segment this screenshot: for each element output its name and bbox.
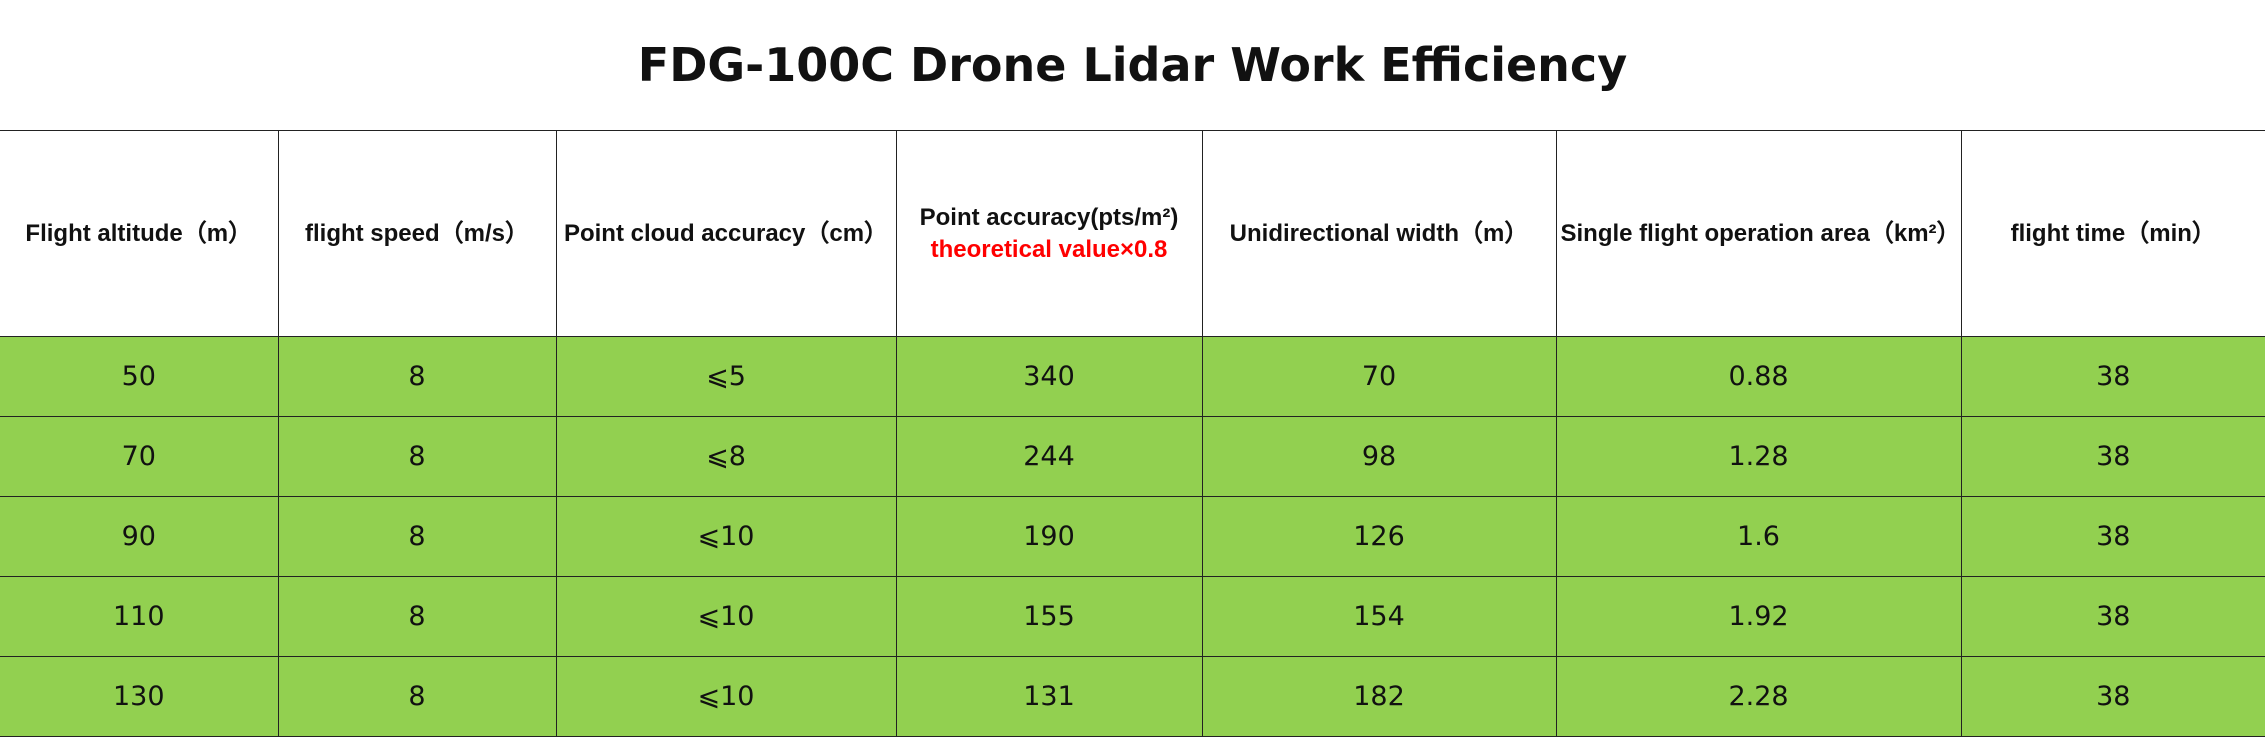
cell-flight-speed: 8 <box>277 496 557 577</box>
cell-unidirectional-width: 70 <box>1201 336 1557 417</box>
header-label: Point accuracy(pts/m²) <box>919 203 1179 231</box>
header-point-cloud-accuracy: Point cloud accuracy（cm） <box>555 130 897 337</box>
cell-point-cloud-accuracy: ⩽8 <box>555 416 897 497</box>
cell-operation-area: 0.88 <box>1555 336 1962 417</box>
cell-point-cloud-accuracy: ⩽10 <box>555 576 897 657</box>
header-note-theoretical-value: theoretical value×0.8 <box>930 235 1168 263</box>
header-label: Single flight operation area（km²） <box>1560 219 1961 247</box>
header-flight-altitude: Flight altitude（m） <box>0 130 279 337</box>
header-flight-speed: flight speed（m/s） <box>277 130 557 337</box>
cell-flight-time: 38 <box>1960 576 2265 657</box>
efficiency-table: Flight altitude（m） flight speed（m/s） Poi… <box>0 130 2265 737</box>
table-row: 90 8 ⩽10 190 126 1.6 38 <box>0 496 2265 577</box>
cell-flight-altitude: 70 <box>0 416 279 497</box>
header-label: Unidirectional width（m） <box>1229 219 1529 247</box>
cell-flight-altitude: 90 <box>0 496 279 577</box>
cell-flight-time: 38 <box>1960 336 2265 417</box>
cell-unidirectional-width: 154 <box>1201 576 1557 657</box>
cell-flight-time: 38 <box>1960 656 2265 737</box>
cell-operation-area: 1.92 <box>1555 576 1962 657</box>
cell-point-accuracy: 155 <box>895 576 1203 657</box>
cell-flight-altitude: 110 <box>0 576 279 657</box>
header-unidirectional-width: Unidirectional width（m） <box>1201 130 1557 337</box>
cell-unidirectional-width: 126 <box>1201 496 1557 577</box>
cell-flight-speed: 8 <box>277 656 557 737</box>
header-flight-time: flight time（min） <box>1960 130 2265 337</box>
cell-point-accuracy: 190 <box>895 496 1203 577</box>
table-row: 130 8 ⩽10 131 182 2.28 38 <box>0 656 2265 737</box>
table-row: 70 8 ⩽8 244 98 1.28 38 <box>0 416 2265 497</box>
page-title: FDG-100C Drone Lidar Work Efficiency <box>637 38 1628 92</box>
cell-unidirectional-width: 98 <box>1201 416 1557 497</box>
cell-flight-speed: 8 <box>277 416 557 497</box>
cell-flight-speed: 8 <box>277 336 557 417</box>
cell-unidirectional-width: 182 <box>1201 656 1557 737</box>
cell-point-cloud-accuracy: ⩽10 <box>555 496 897 577</box>
header-single-flight-area: Single flight operation area（km²） <box>1555 130 1962 337</box>
cell-flight-time: 38 <box>1960 416 2265 497</box>
header-point-accuracy: Point accuracy(pts/m²) theoretical value… <box>895 130 1203 337</box>
cell-flight-time: 38 <box>1960 496 2265 577</box>
cell-point-cloud-accuracy: ⩽10 <box>555 656 897 737</box>
cell-operation-area: 2.28 <box>1555 656 1962 737</box>
table-row: 110 8 ⩽10 155 154 1.92 38 <box>0 576 2265 657</box>
header-row: Flight altitude（m） flight speed（m/s） Poi… <box>0 130 2265 337</box>
header-label: flight speed（m/s） <box>304 219 530 247</box>
cell-point-accuracy: 131 <box>895 656 1203 737</box>
table-row: 50 8 ⩽5 340 70 0.88 38 <box>0 336 2265 417</box>
cell-flight-altitude: 50 <box>0 336 279 417</box>
cell-operation-area: 1.28 <box>1555 416 1962 497</box>
cell-operation-area: 1.6 <box>1555 496 1962 577</box>
header-label: Flight altitude（m） <box>25 219 253 247</box>
cell-flight-altitude: 130 <box>0 656 279 737</box>
cell-point-accuracy: 340 <box>895 336 1203 417</box>
cell-point-cloud-accuracy: ⩽5 <box>555 336 897 417</box>
header-label: Point cloud accuracy（cm） <box>563 219 889 247</box>
cell-flight-speed: 8 <box>277 576 557 657</box>
cell-point-accuracy: 244 <box>895 416 1203 497</box>
header-label: flight time（min） <box>2010 219 2216 247</box>
